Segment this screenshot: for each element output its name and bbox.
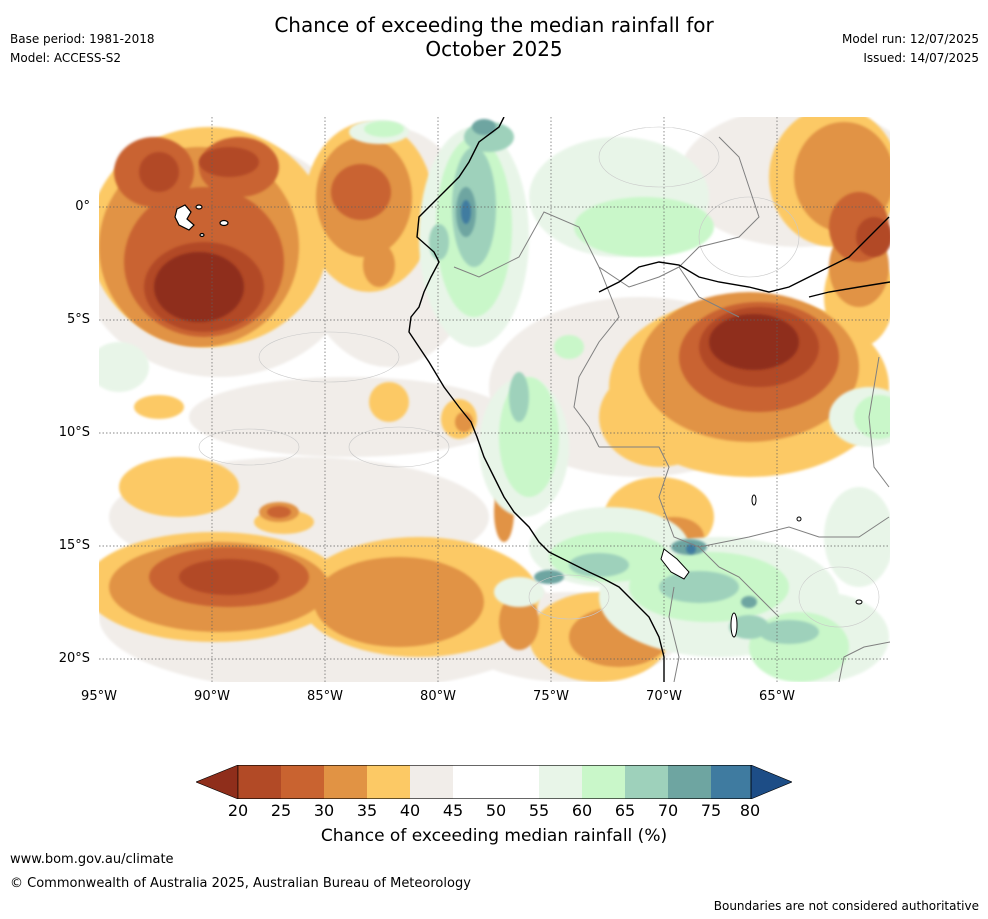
colorbar-swatch-25-30 bbox=[281, 765, 324, 799]
lat-label-0: 0° bbox=[75, 199, 90, 214]
colorbar-swatch-35-40 bbox=[367, 765, 410, 799]
colorbar-outline bbox=[237, 765, 752, 799]
colorbar-swatch-20-25 bbox=[238, 765, 281, 799]
title-line-2: October 2025 bbox=[425, 37, 563, 61]
map-fill-layer bbox=[99, 117, 890, 682]
title-line-1: Chance of exceeding the median rainfall … bbox=[274, 13, 714, 37]
rainfall-map bbox=[99, 117, 890, 682]
colorbar-tick-75: 75 bbox=[700, 801, 722, 820]
colorbar-tick-45: 45 bbox=[442, 801, 464, 820]
contour-lines bbox=[198, 126, 880, 628]
footer-boundaries-note: Boundaries are not considered authoritat… bbox=[713, 899, 979, 913]
colorbar-swatch-55-60 bbox=[539, 765, 582, 799]
lon-label-85w: 85°W bbox=[307, 689, 343, 704]
colorbar-tick-70: 70 bbox=[657, 801, 679, 820]
colorbar-swatch-70-75 bbox=[668, 765, 711, 799]
lat-label-5s: 5°S bbox=[66, 312, 90, 327]
colorbar-swatch-40-45 bbox=[410, 765, 453, 799]
model-run: Model run: 12/07/2025 bbox=[841, 32, 979, 46]
region-20 bbox=[154, 252, 799, 370]
lat-label-15s: 15°S bbox=[58, 538, 90, 553]
lon-label-70w: 70°W bbox=[646, 689, 682, 704]
colorbar-tick-60: 60 bbox=[571, 801, 593, 820]
colorbar-swatch-75-80 bbox=[711, 765, 751, 799]
lon-label-65w: 65°W bbox=[759, 689, 795, 704]
footer-url[interactable]: www.bom.gov.au/climate bbox=[10, 852, 174, 867]
colorbar-swatch-50-55 bbox=[496, 765, 539, 799]
lon-label-75w: 75°W bbox=[533, 689, 569, 704]
colorbar-tick-65: 65 bbox=[614, 801, 636, 820]
colorbar-tick-35: 35 bbox=[356, 801, 378, 820]
colorbar-tick-55: 55 bbox=[528, 801, 550, 820]
coastline bbox=[408, 117, 890, 682]
issued-date: Issued: 14/07/2025 bbox=[863, 51, 979, 65]
colorbar-low-arrow bbox=[196, 765, 239, 799]
lon-label-80w: 80°W bbox=[420, 689, 456, 704]
base-period: Base period: 1981-2018 bbox=[10, 32, 155, 46]
model-name: Model: ACCESS-S2 bbox=[10, 51, 122, 65]
colorbar-swatch-30-35 bbox=[324, 765, 367, 799]
galapagos-islands bbox=[174, 204, 229, 238]
colorbar-tick-20: 20 bbox=[227, 801, 249, 820]
colorbar-tick-80: 80 bbox=[739, 801, 761, 820]
lat-label-10s: 10°S bbox=[58, 425, 90, 440]
colorbar-swatch-65-70 bbox=[625, 765, 668, 799]
colorbar bbox=[196, 765, 792, 799]
colorbar-tick-25: 25 bbox=[270, 801, 292, 820]
region-80 bbox=[461, 200, 696, 554]
colorbar-label: Chance of exceeding median rainfall (%) bbox=[320, 826, 668, 846]
colorbar-tick-30: 30 bbox=[313, 801, 335, 820]
meta-right: Model run: 12/07/2025 Issued: 14/07/2025 bbox=[842, 32, 979, 70]
colorbar-tick-50: 50 bbox=[485, 801, 507, 820]
colorbar-swatch-60-65 bbox=[582, 765, 625, 799]
meta-left: Base period: 1981-2018 Model: ACCESS-S2 bbox=[10, 32, 155, 70]
lat-label-20s: 20°S bbox=[58, 651, 90, 666]
colorbar-tick-40: 40 bbox=[399, 801, 421, 820]
footer-copyright: © Commonwealth of Australia 2025, Austra… bbox=[10, 876, 471, 891]
colorbar-swatch-45-50 bbox=[453, 765, 496, 799]
country-borders bbox=[453, 136, 890, 682]
lon-label-95w: 95°W bbox=[81, 689, 117, 704]
lakes bbox=[660, 494, 863, 638]
region-70 bbox=[429, 122, 819, 644]
chart-title: Chance of exceeding the median rainfall … bbox=[0, 13, 988, 61]
colorbar-high-arrow bbox=[750, 765, 792, 799]
graticule-lines bbox=[99, 117, 890, 682]
lon-label-90w: 90°W bbox=[194, 689, 230, 704]
